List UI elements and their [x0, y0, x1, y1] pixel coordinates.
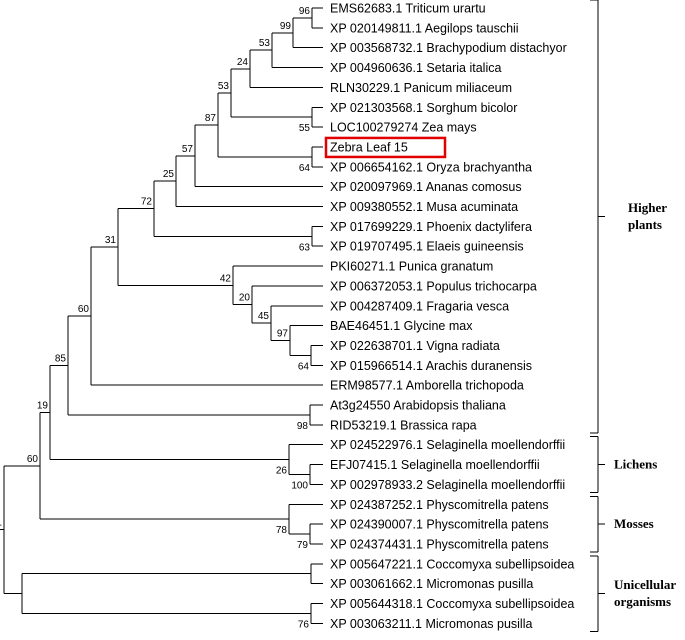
leaf-label: XP 022638701.1 Vigna radiata — [330, 339, 500, 353]
leaf-labels: EMS62683.1 Triticum urartu XP 020149811.1… — [324, 2, 574, 631]
leaf-label: XP 024387252.1 Physcomitrella patens — [330, 498, 549, 512]
bootstrap-value: 99 — [280, 21, 292, 32]
bootstrap-value: 96 — [299, 6, 311, 17]
bootstrap-value: 85 — [55, 353, 67, 364]
leaf-label: RLN30229.1 Panicum miliaceum — [330, 81, 512, 95]
bootstrap-value: 87 — [205, 113, 217, 124]
leaf-label: XP 004960636.1 Setaria italica — [330, 61, 501, 75]
leaf-label: XP 005647221.1 Coccomyxa subellipsoidea — [330, 557, 574, 571]
bootstrap-value: 55 — [299, 123, 311, 134]
leaf-label: XP 017699229.1 Phoenix dactylifera — [330, 220, 532, 234]
bootstrap-value: 81 — [0, 518, 2, 529]
bootstrap-value: 63 — [299, 242, 311, 253]
leaf-label: RID53219.1 Brassica rapa — [330, 418, 477, 432]
bootstrap-value: 45 — [258, 311, 270, 322]
leaf-label: XP 003061662.1 Micromonas pusilla — [330, 577, 533, 591]
bootstrap-value: 72 — [141, 197, 153, 208]
bootstrap-value: 31 — [105, 235, 117, 246]
leaf-label: XP 024390007.1 Physcomitrella patens — [330, 518, 549, 532]
bootstrap-value: 42 — [220, 273, 232, 284]
bootstrap-value: 76 — [298, 619, 310, 630]
leaf-label: XP 015966514.1 Arachis duranensis — [330, 359, 532, 373]
leaf-label: XP 024522976.1 Selaginella moellendorffi… — [330, 438, 565, 452]
group-label: Lichens — [614, 457, 657, 472]
bootstrap-value: 19 — [37, 401, 49, 412]
group-label: Mosses — [614, 516, 654, 531]
leaf-label: XP 009380552.1 Musa acuminata — [330, 200, 518, 214]
highlighted-leaf-label: Zebra Leaf 15 — [330, 140, 408, 154]
group-bracket — [590, 495, 605, 553]
leaf-label: EMS62683.1 Triticum urartu — [330, 2, 486, 16]
group-brackets — [590, 0, 605, 632]
group-labels: Higher plants Lichens Mosses Unicellular orga… — [614, 200, 676, 609]
leaf-label: XP 006372053.1 Populus trichocarpa — [330, 279, 537, 293]
leaf-label: XP 003063211.1 Micromonas pusilla — [330, 617, 532, 631]
leaf-label: XP 020149811.1 Aegilops tauschii — [330, 21, 519, 35]
bootstrap-value: 53 — [259, 38, 271, 49]
leaf-label: XP 021303568.1 Sorghum bicolor — [330, 101, 517, 115]
bootstrap-value: 78 — [276, 525, 288, 536]
bootstrap-value: 24 — [237, 57, 249, 68]
bootstrap-values: 81 60 19 85 60 31 72 25 57 87 53 24 53 99 96 55 64 63 42 20… — [0, 6, 311, 630]
group-label: Higher — [628, 200, 667, 215]
bootstrap-value: 20 — [239, 293, 251, 304]
leaf-label: XP 005644318.1 Coccomyxa subellipsoidea — [330, 597, 574, 611]
leaf-label: PKI60271.1 Punica granatum — [330, 260, 493, 274]
group-label: organisms — [614, 594, 671, 609]
group-bracket — [590, 555, 605, 632]
leaf-label: XP 003568732.1 Brachypodium distachyor — [330, 41, 567, 55]
leaf-label: XP 020097969.1 Ananas comosus — [330, 180, 522, 194]
leaf-label: XP 019707495.1 Elaeis guineensis — [330, 240, 524, 254]
bootstrap-value: 64 — [299, 163, 311, 174]
group-label: plants — [628, 217, 662, 232]
leaf-label: XP 004287409.1 Fragaria vesca — [330, 299, 509, 313]
leaf-label: At3g24550 Arabidopsis thaliana — [330, 399, 506, 413]
leaf-label: ERM98577.1 Amborella trichopoda — [330, 379, 524, 393]
bootstrap-value: 79 — [297, 540, 309, 551]
group-bracket — [590, 436, 605, 493]
bootstrap-value: 97 — [277, 328, 289, 339]
bootstrap-value: 64 — [298, 361, 310, 372]
bootstrap-value: 26 — [276, 466, 288, 477]
highlight-box — [324, 136, 447, 159]
leaf-label: LOC100279274 Zea mays — [330, 121, 477, 135]
group-label: Unicellular — [614, 577, 676, 592]
leaf-label: EFJ07415.1 Selaginella moellendorffii — [330, 458, 540, 472]
bootstrap-value: 60 — [78, 304, 90, 315]
bootstrap-value: 98 — [297, 421, 309, 432]
leaf-label: XP 006654162.1 Oryza brachyantha — [330, 160, 532, 174]
leaf-label: XP 024374431.1 Physcomitrella patens — [330, 537, 549, 551]
leaf-label: XP 002978933.2 Selaginella moellendorffi… — [330, 478, 565, 492]
leaf-label: BAE46451.1 Glycine max — [330, 319, 473, 333]
tree-branches — [0, 7, 323, 624]
group-bracket — [590, 0, 605, 434]
bootstrap-value: 25 — [163, 169, 175, 180]
bootstrap-value: 100 — [291, 480, 308, 491]
bootstrap-value: 60 — [27, 454, 39, 465]
bootstrap-value: 53 — [218, 81, 230, 92]
bootstrap-value: 57 — [182, 144, 194, 155]
